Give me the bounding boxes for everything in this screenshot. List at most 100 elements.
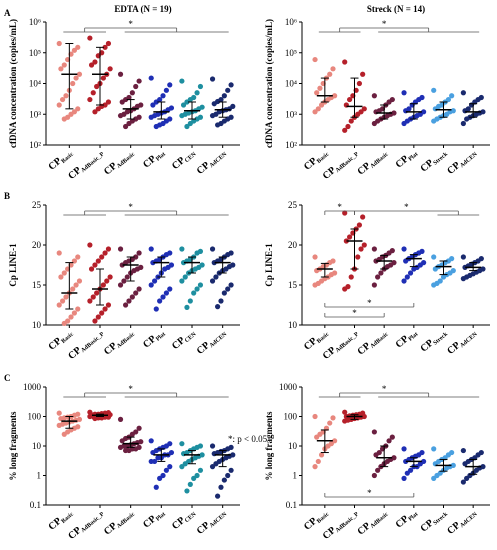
data-point [136, 250, 142, 256]
data-point [209, 443, 216, 449]
data-point [358, 246, 364, 252]
data-point [75, 106, 81, 112]
data-point [179, 441, 185, 447]
data-point [150, 260, 156, 266]
significance: * [404, 202, 409, 212]
data-point [184, 99, 190, 105]
category-main: CP [321, 165, 338, 182]
significance: * [352, 308, 357, 318]
x-tick-label: CPAdBasic [102, 147, 137, 179]
category-main: CP [46, 336, 63, 353]
category-main: CP [321, 345, 338, 362]
data-point [126, 120, 132, 127]
y-tick-label: 10⁴ [285, 79, 297, 89]
data-point [401, 120, 407, 127]
data-point [148, 282, 154, 288]
category-main: CP [321, 525, 338, 542]
data-point [330, 66, 336, 72]
data-point [225, 87, 231, 93]
data-point [90, 90, 96, 96]
data-point [315, 458, 321, 465]
category-main: CP [195, 520, 212, 537]
data-point [360, 214, 366, 220]
significance: * [367, 488, 372, 498]
data-point [58, 274, 64, 280]
footnote: *: p < 0.05 [228, 434, 268, 444]
category-sub: CEN [184, 511, 198, 524]
data-point [56, 40, 62, 47]
x-tick-label: CPAdCEN [195, 146, 229, 177]
data-point [90, 294, 96, 300]
data-point [460, 254, 466, 260]
data-point [371, 93, 377, 99]
data-point [343, 238, 349, 244]
data-point [312, 282, 318, 288]
y-tick-label: 15 [288, 280, 298, 290]
data-point [462, 264, 468, 270]
data-point [228, 467, 234, 473]
significance: * [382, 19, 387, 29]
significance: * [337, 202, 342, 212]
category-sub: AdCEN [209, 511, 229, 529]
data-point [167, 286, 173, 292]
data-point [218, 298, 224, 304]
data-point [187, 298, 193, 304]
category-main: CP [141, 514, 158, 531]
panel-letter: C [4, 373, 11, 383]
data-point [162, 266, 168, 272]
category-main: CP [170, 335, 187, 352]
category-sub: Basic [61, 151, 76, 165]
data-point [61, 116, 67, 122]
y-tick-label: 20 [32, 240, 42, 250]
category-sub: AdCEN [459, 151, 479, 169]
y-tick-label: 10² [285, 140, 297, 150]
data-point [61, 62, 67, 68]
y-tick-label: 10 [288, 441, 298, 451]
data-point [314, 434, 320, 440]
data-point [464, 116, 470, 122]
x-tick-label: CPPlat [141, 147, 167, 171]
data-point [312, 254, 318, 260]
data-point [373, 258, 379, 264]
data-point [88, 266, 95, 272]
data-point [87, 413, 93, 420]
category-main: CP [355, 341, 372, 358]
category-sub: Basic [316, 511, 331, 525]
data-point [184, 123, 190, 130]
data-point [153, 123, 159, 130]
data-point [449, 93, 455, 99]
x-tick-label: CPPlat [141, 507, 167, 531]
data-point [61, 431, 67, 437]
y-axis-label: % long fragments [264, 411, 274, 480]
data-point [76, 278, 83, 284]
category-sub: AdBasic [116, 511, 136, 530]
category-sub: AdCEN [459, 511, 479, 529]
data-point [126, 298, 132, 304]
data-point [157, 298, 163, 304]
data-point [92, 318, 98, 324]
axis [301, 22, 490, 146]
data-point [163, 467, 169, 473]
data-point [221, 477, 227, 483]
data-point [432, 106, 438, 112]
x-tick-label: CPAdBasic [102, 327, 137, 359]
data-point [58, 415, 64, 422]
x-tick-label: CPPlat [394, 507, 420, 531]
data-point [318, 102, 325, 108]
category-sub: Plat [408, 511, 420, 522]
x-tick-label: CPAdCEN [445, 506, 479, 537]
y-tick-label: 1000 [279, 382, 298, 392]
data-point [129, 294, 135, 300]
data-point [221, 290, 227, 296]
data-point [117, 444, 124, 450]
data-point [209, 278, 216, 284]
data-point [99, 310, 105, 316]
data-point [347, 96, 353, 103]
data-point [401, 246, 407, 252]
x-tick-label: CPPlat [394, 147, 420, 171]
data-point [184, 304, 190, 310]
data-point [100, 75, 106, 81]
y-tick-label: 100 [284, 412, 298, 422]
data-point [56, 410, 62, 416]
